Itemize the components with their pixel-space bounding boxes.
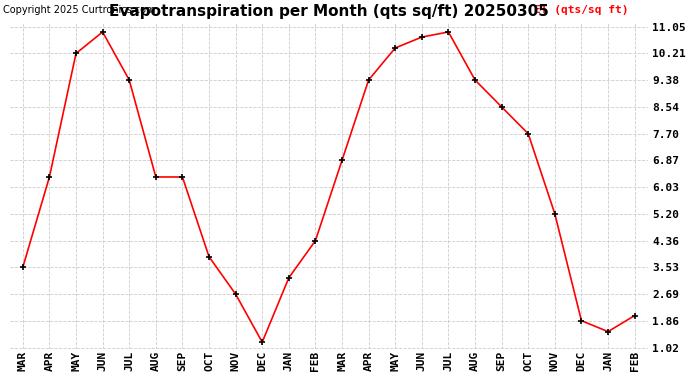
Title: Evapotranspiration per Month (qts sq/ft) 20250305: Evapotranspiration per Month (qts sq/ft)… (109, 4, 549, 19)
Text: Copyright 2025 Curtronics.com: Copyright 2025 Curtronics.com (3, 5, 156, 15)
Text: ET (qts/sq ft): ET (qts/sq ft) (534, 5, 629, 15)
